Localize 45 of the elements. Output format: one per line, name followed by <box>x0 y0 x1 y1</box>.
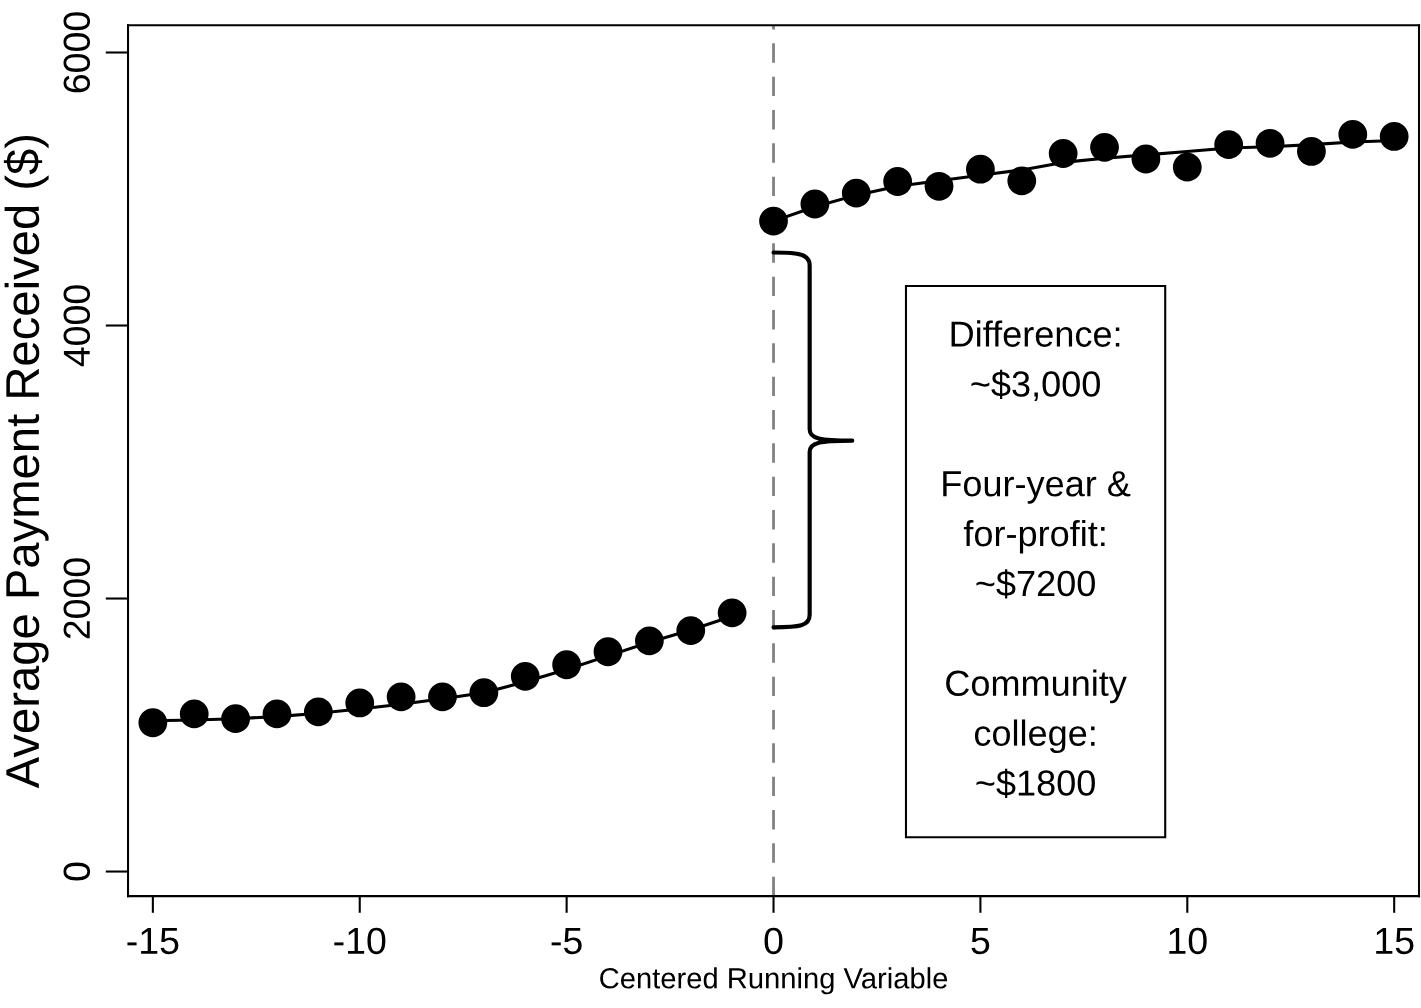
point <box>469 678 499 708</box>
point <box>759 206 788 236</box>
x-tick-label: -10 <box>334 927 386 955</box>
point <box>800 189 830 219</box>
point <box>1172 152 1202 182</box>
point <box>138 708 168 738</box>
point <box>1297 137 1326 166</box>
point <box>1379 122 1409 151</box>
y-tick-label: 2000 <box>63 558 91 639</box>
point <box>841 178 871 208</box>
x-tick-label: 15 <box>1376 928 1414 955</box>
point <box>634 626 664 656</box>
point <box>717 598 747 628</box>
point <box>924 171 954 201</box>
y-tick-label: 4000 <box>63 285 91 367</box>
x-tick-label: -5 <box>551 928 582 955</box>
point <box>1090 132 1119 162</box>
x-tick-label: 5 <box>971 928 990 955</box>
y-tick-label: 6000 <box>63 12 91 93</box>
point <box>303 697 333 727</box>
point <box>262 699 292 729</box>
point <box>1131 144 1161 174</box>
point <box>1255 128 1285 158</box>
point <box>510 661 540 691</box>
y-tick-label: 0 <box>63 862 91 881</box>
x-tick-label: 10 <box>1169 927 1207 955</box>
x-axis-title: Centered Running Variable <box>600 967 948 995</box>
point <box>1007 166 1037 196</box>
point <box>428 682 457 712</box>
x-tick-label: -15 <box>127 928 179 955</box>
point <box>221 704 251 734</box>
point <box>1338 120 1368 149</box>
text: Difference: ~$3,000 Four-year & for-profit: ~$7200 Community college: ~$1800 <box>943 320 1131 799</box>
point <box>552 650 582 680</box>
point <box>386 682 416 712</box>
point <box>883 167 913 196</box>
point <box>1214 130 1244 160</box>
point <box>676 616 706 646</box>
x-tick-label: 0 <box>764 927 783 955</box>
y-axis-title: Average Payment Received ($) <box>3 135 49 789</box>
point <box>179 699 209 729</box>
point <box>966 154 995 184</box>
point <box>1048 139 1078 168</box>
point <box>593 637 623 667</box>
point <box>345 688 375 718</box>
